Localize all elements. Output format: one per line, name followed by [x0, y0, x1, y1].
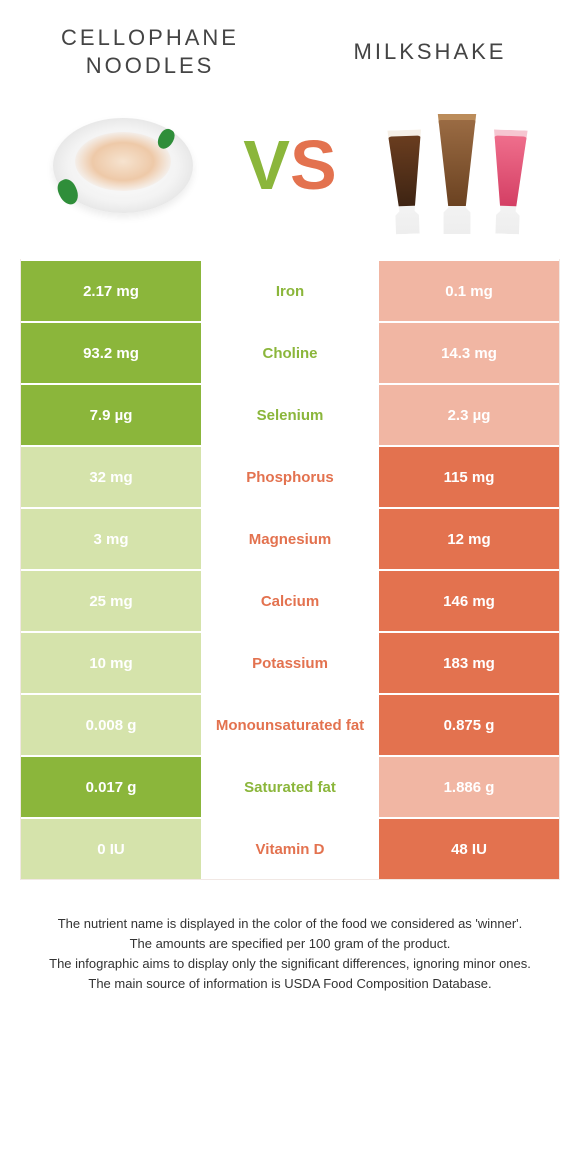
right-food-title: MILKSHAKE [320, 38, 540, 66]
header: CELLOPHANE NOODLES MILKSHAKE [0, 0, 580, 89]
left-value: 0.017 g [21, 757, 201, 817]
right-value: 2.3 µg [379, 385, 559, 445]
table-row: 2.17 mgIron0.1 mg [21, 259, 559, 321]
footer-line: The amounts are specified per 100 gram o… [30, 934, 550, 954]
left-value: 32 mg [21, 447, 201, 507]
table-row: 0 IUVitamin D48 IU [21, 817, 559, 879]
left-value: 25 mg [21, 571, 201, 631]
nutrient-name: Saturated fat [201, 757, 379, 817]
nutrient-name: Iron [201, 261, 379, 321]
left-value: 7.9 µg [21, 385, 201, 445]
left-value: 93.2 mg [21, 323, 201, 383]
table-row: 25 mgCalcium146 mg [21, 569, 559, 631]
left-value: 3 mg [21, 509, 201, 569]
left-value: 0.008 g [21, 695, 201, 755]
left-title-line1: CELLOPHANE [61, 25, 239, 50]
vs-label: VS [243, 130, 336, 200]
table-row: 10 mgPotassium183 mg [21, 631, 559, 693]
right-value: 0.1 mg [379, 261, 559, 321]
right-value: 48 IU [379, 819, 559, 879]
nutrient-name: Choline [201, 323, 379, 383]
right-value: 1.886 g [379, 757, 559, 817]
right-value: 14.3 mg [379, 323, 559, 383]
table-row: 93.2 mgCholine14.3 mg [21, 321, 559, 383]
left-value: 0 IU [21, 819, 201, 879]
footer-notes: The nutrient name is displayed in the co… [0, 880, 580, 995]
right-value: 12 mg [379, 509, 559, 569]
milkshake-icon [375, 90, 540, 240]
left-value: 10 mg [21, 633, 201, 693]
nutrient-name: Magnesium [201, 509, 379, 569]
noodles-plate-icon [53, 118, 193, 213]
table-row: 3 mgMagnesium12 mg [21, 507, 559, 569]
right-value: 146 mg [379, 571, 559, 631]
footer-line: The infographic aims to display only the… [30, 954, 550, 974]
footer-line: The main source of information is USDA F… [30, 974, 550, 994]
right-value: 183 mg [379, 633, 559, 693]
table-row: 0.017 gSaturated fat1.886 g [21, 755, 559, 817]
nutrient-name: Vitamin D [201, 819, 379, 879]
right-value: 115 mg [379, 447, 559, 507]
nutrient-name: Selenium [201, 385, 379, 445]
nutrient-name: Phosphorus [201, 447, 379, 507]
nutrient-name: Monounsaturated fat [201, 695, 379, 755]
table-row: 32 mgPhosphorus115 mg [21, 445, 559, 507]
footer-line: The nutrient name is displayed in the co… [30, 914, 550, 934]
nutrient-table: 2.17 mgIron0.1 mg93.2 mgCholine14.3 mg7.… [20, 259, 560, 880]
left-title-line2: NOODLES [86, 53, 215, 78]
table-row: 0.008 gMonounsaturated fat0.875 g [21, 693, 559, 755]
vs-s: S [290, 126, 337, 204]
images-row: VS [0, 89, 580, 259]
left-value: 2.17 mg [21, 261, 201, 321]
nutrient-name: Calcium [201, 571, 379, 631]
left-food-image [40, 100, 205, 230]
table-row: 7.9 µgSelenium2.3 µg [21, 383, 559, 445]
left-food-title: CELLOPHANE NOODLES [40, 24, 260, 79]
right-value: 0.875 g [379, 695, 559, 755]
vs-v: V [243, 126, 290, 204]
right-food-image [375, 100, 540, 230]
nutrient-name: Potassium [201, 633, 379, 693]
